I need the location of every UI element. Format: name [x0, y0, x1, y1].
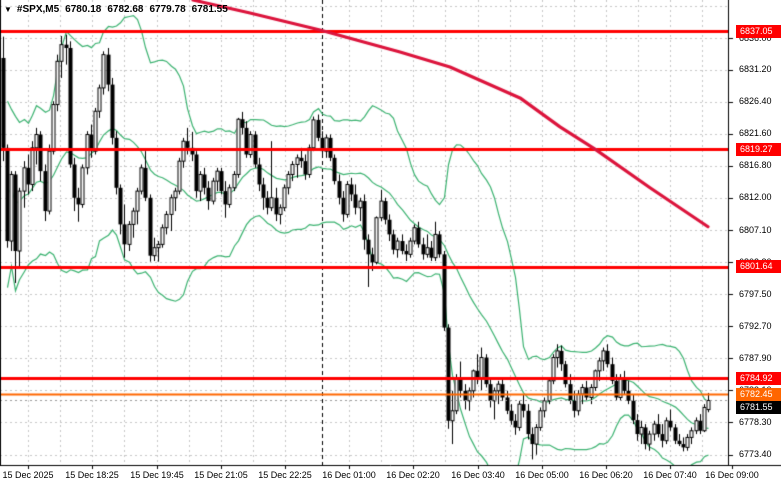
- level-price-badge: 6837.05: [736, 24, 781, 38]
- x-axis-time-label: 16 Dec 06:20: [579, 470, 633, 480]
- y-axis-price-label: 6812.00: [739, 192, 772, 203]
- y-axis-price-label: 6816.80: [739, 160, 772, 171]
- y-axis-price-label: 6826.40: [739, 96, 772, 107]
- ohlc-high: 6782.68: [107, 4, 144, 15]
- level-price-badge: 6782.45: [736, 387, 781, 401]
- y-axis-price-label: 6773.40: [739, 449, 772, 460]
- y-axis-price-label: 6807.10: [739, 224, 772, 235]
- y-axis-price-label: 6787.90: [739, 352, 772, 363]
- current-price-badge: 6781.55: [736, 400, 781, 414]
- x-axis-time-label: 16 Dec 03:40: [451, 470, 505, 480]
- symbol-label: #SPX,M5: [16, 4, 60, 15]
- x-axis-time-label: 15 Dec 22:25: [258, 470, 312, 480]
- ohlc-close: 6781.55: [191, 4, 228, 15]
- x-axis-time-label: 15 Dec 21:05: [194, 470, 248, 480]
- ohlc-open: 6780.18: [65, 4, 102, 15]
- level-price-badge: 6801.64: [736, 260, 781, 274]
- y-axis-price-label: 6821.60: [739, 128, 772, 139]
- ohlc-low: 6779.78: [149, 4, 186, 15]
- y-axis-price-label: 6831.20: [739, 64, 772, 75]
- x-axis-time-label: 15 Dec 19:45: [130, 470, 184, 480]
- x-axis-time-label: 15 Dec 2025: [2, 470, 54, 480]
- x-axis-time-label: 16 Dec 01:00: [322, 470, 376, 480]
- x-axis-time-label: 16 Dec 02:20: [386, 470, 440, 480]
- chevron-down-icon[interactable]: ▼: [4, 5, 12, 14]
- y-axis-price-label: 6792.70: [739, 320, 772, 331]
- y-axis-price-label: 6836.00: [739, 32, 772, 43]
- symbol-ohlc-header: ▼ #SPX,M5 6780.18 6782.68 6779.78 6781.5…: [4, 4, 234, 15]
- level-price-badge: 6784.92: [736, 371, 781, 385]
- x-axis-time-label: 16 Dec 05:00: [515, 470, 569, 480]
- y-axis-price-label: 6778.30: [739, 416, 772, 427]
- x-axis-time-label: 16 Dec 09:00: [705, 470, 759, 480]
- y-axis-price-label: 6797.50: [739, 288, 772, 299]
- x-axis-time-label: 16 Dec 07:40: [643, 470, 697, 480]
- level-price-badge: 6819.27: [736, 142, 781, 156]
- x-axis-time-label: 15 Dec 18:25: [65, 470, 119, 480]
